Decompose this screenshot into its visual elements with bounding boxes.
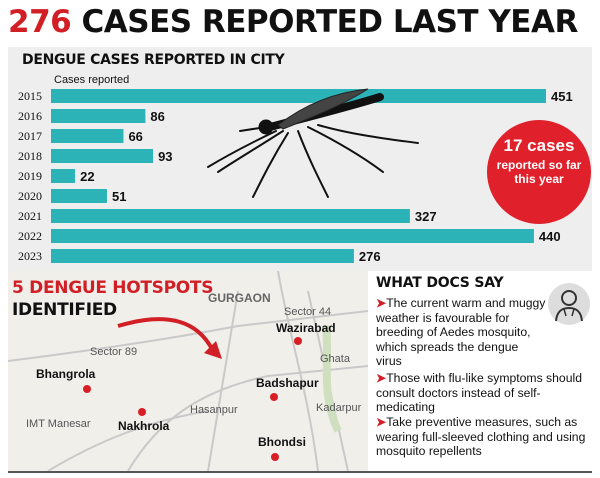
hotspot-dot <box>294 337 302 345</box>
year-label: 2023 <box>18 249 42 263</box>
chart-title: DENGUE CASES REPORTED IN CITY <box>22 52 285 68</box>
callout-count: 17 cases <box>503 136 575 155</box>
bar-value-label: 276 <box>359 249 381 264</box>
map-roads <box>8 271 368 471</box>
cases-callout: 17 cases reported so far this year <box>487 120 591 224</box>
map-label-hasanpur: Hasanpur <box>190 404 238 416</box>
year-label: 2020 <box>18 189 42 203</box>
hotspot-dot <box>270 393 278 401</box>
year-label: 2018 <box>18 149 42 163</box>
mosquito-illustration <box>207 88 419 198</box>
headline-number: 276 <box>8 4 72 40</box>
tip-item: ➤The current warm and muggy weather is f… <box>376 296 546 368</box>
tip-item: ➤Those with flu-like symptoms should con… <box>376 371 582 414</box>
bar <box>51 129 124 143</box>
bar-value-label: 86 <box>150 109 164 124</box>
tip-item: ➤Take preventive measures, such as weari… <box>376 415 586 458</box>
bar <box>51 109 146 123</box>
docs-section: WHAT DOCS SAY ➤The current warm and mugg… <box>376 275 592 458</box>
hotspot-title-black: IDENTIFIED <box>12 300 117 320</box>
year-label: 2022 <box>18 229 42 243</box>
year-label: 2015 <box>18 89 42 103</box>
bar <box>51 249 354 263</box>
year-label: 2021 <box>18 209 42 223</box>
tip-text: Take preventive measures, such as wearin… <box>376 415 586 458</box>
callout-text: reported so far this year <box>496 158 582 186</box>
tip-text: The current warm and muggy weather is fa… <box>376 296 546 368</box>
hotspot-dot <box>138 408 146 416</box>
map-label-kadarpur: Kadarpur <box>316 402 362 414</box>
bar-value-label: 451 <box>551 89 573 104</box>
bar <box>51 169 76 183</box>
docs-title: WHAT DOCS SAY <box>376 275 504 291</box>
bar <box>51 229 534 243</box>
headline: 276 CASES REPORTED LAST YEAR <box>8 4 578 40</box>
map-label-ghata: Ghata <box>320 353 350 365</box>
bar <box>51 89 546 103</box>
map-label-sector44: Sector 44 <box>284 306 332 318</box>
place-badshapur: Badshapur <box>256 376 319 390</box>
arrow-icon <box>117 317 215 352</box>
bar-chart: 2015 451 2016 86 2017 66 2018 93 2019 22 2020 51 202… <box>18 88 573 264</box>
chart-axis-label: Cases reported <box>54 74 130 86</box>
hotspot-title-red: 5 DENGUE HOTSPOTS <box>12 278 214 298</box>
place-bhangrola: Bhangrola <box>36 367 96 381</box>
bar <box>51 149 154 163</box>
headline-text: CASES REPORTED LAST YEAR <box>81 4 579 40</box>
hotspot-map: 5 DENGUE HOTSPOTS IDENTIFIED GURGAON Sec… <box>8 271 368 471</box>
tip-text: Those with flu-like symptoms should cons… <box>376 371 582 414</box>
bar <box>51 209 410 223</box>
bottom-section: 5 DENGUE HOTSPOTS IDENTIFIED GURGAON Sec… <box>8 271 592 473</box>
map-label-sector89: Sector 89 <box>90 346 138 358</box>
map-label-imt-manesar: IMT Manesar <box>26 418 91 430</box>
hotspot-dot <box>83 385 91 393</box>
bar-value-label: 22 <box>80 169 94 184</box>
year-label: 2016 <box>18 109 42 123</box>
place-wazirabad: Wazirabad <box>276 321 336 335</box>
bar-value-label: 93 <box>158 149 172 164</box>
place-bhondsi: Bhondsi <box>258 435 306 449</box>
bar-value-label: 327 <box>415 209 437 224</box>
map-label-gurgaon: GURGAON <box>208 291 271 305</box>
doctor-icon <box>548 283 590 325</box>
year-label: 2019 <box>18 169 42 183</box>
hotspot-dot <box>271 453 279 461</box>
place-nakhrola: Nakhrola <box>118 419 170 433</box>
bar-value-label: 440 <box>539 229 561 244</box>
bar <box>51 189 107 203</box>
bar-value-label: 66 <box>128 129 142 144</box>
year-label: 2017 <box>18 129 42 143</box>
bar-value-label: 51 <box>112 189 126 204</box>
hotspot-title: 5 DENGUE HOTSPOTS IDENTIFIED <box>12 277 213 321</box>
